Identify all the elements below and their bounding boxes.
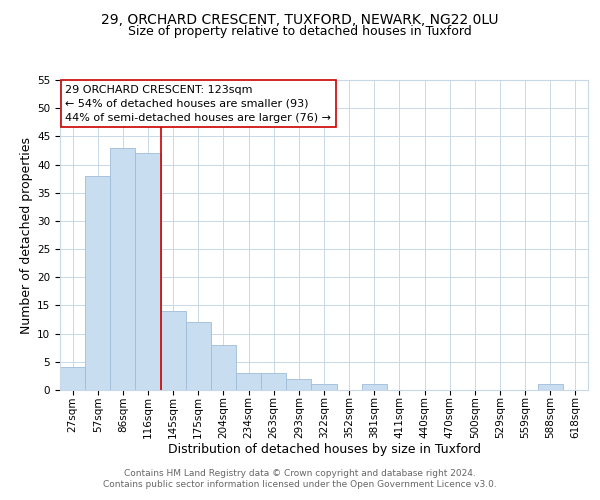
Bar — [60, 368, 85, 390]
Bar — [211, 345, 236, 390]
Bar — [261, 373, 286, 390]
Bar — [362, 384, 387, 390]
Text: 29 ORCHARD CRESCENT: 123sqm
← 54% of detached houses are smaller (93)
44% of sem: 29 ORCHARD CRESCENT: 123sqm ← 54% of det… — [65, 84, 331, 122]
Text: Contains HM Land Registry data © Crown copyright and database right 2024.: Contains HM Land Registry data © Crown c… — [124, 468, 476, 477]
Y-axis label: Number of detached properties: Number of detached properties — [20, 136, 33, 334]
Text: 29, ORCHARD CRESCENT, TUXFORD, NEWARK, NG22 0LU: 29, ORCHARD CRESCENT, TUXFORD, NEWARK, N… — [101, 12, 499, 26]
Bar — [286, 378, 311, 390]
Bar — [161, 311, 186, 390]
Bar — [110, 148, 136, 390]
Bar — [85, 176, 110, 390]
Text: Contains public sector information licensed under the Open Government Licence v3: Contains public sector information licen… — [103, 480, 497, 489]
Bar — [538, 384, 563, 390]
Bar — [136, 154, 161, 390]
X-axis label: Distribution of detached houses by size in Tuxford: Distribution of detached houses by size … — [167, 442, 481, 456]
Bar — [236, 373, 261, 390]
Text: Size of property relative to detached houses in Tuxford: Size of property relative to detached ho… — [128, 25, 472, 38]
Bar — [186, 322, 211, 390]
Bar — [311, 384, 337, 390]
